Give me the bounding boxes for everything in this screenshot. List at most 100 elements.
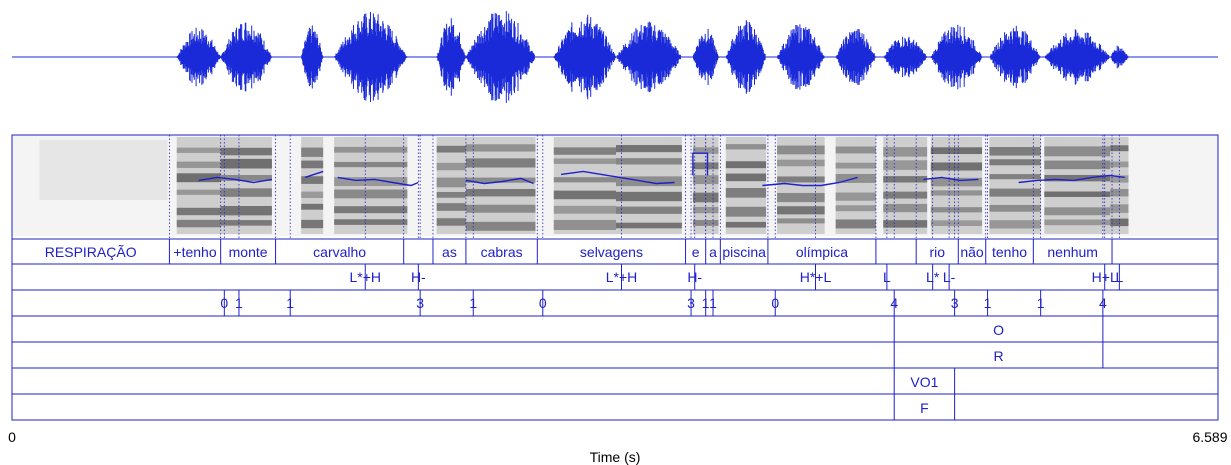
spectrogram-formant (220, 147, 272, 156)
spectrogram-formant (835, 205, 876, 212)
break-label: 1 (709, 295, 717, 311)
spectrogram-formant (465, 221, 536, 231)
word-label: carvalho (313, 244, 366, 260)
pitch-segment (1018, 174, 1125, 184)
spectrogram-voiced-region (334, 137, 408, 234)
word-label: RESPIRAÇÃO (45, 244, 137, 260)
spectrogram-formant (930, 162, 983, 171)
spectrogram-formant (436, 191, 466, 198)
pitch-segment (198, 176, 273, 184)
break-label: 4 (890, 295, 898, 311)
spectrogram-formant (436, 162, 466, 171)
waveform-trace (176, 11, 1129, 103)
spectrogram-formant (616, 191, 682, 202)
spectrogram-formant (465, 177, 536, 183)
spectrogram-formant (883, 176, 928, 183)
spectrogram-formant (176, 161, 221, 168)
spectrogram-formant (616, 222, 682, 229)
spectrogram-formant (616, 145, 682, 153)
spectrogram-formant (777, 192, 825, 203)
spectrogram-formant (777, 159, 825, 167)
spectrogram-formant (465, 189, 536, 197)
word-label: a (709, 244, 717, 260)
spectrogram-formant (725, 161, 767, 169)
spectrogram-formant (777, 176, 825, 183)
spectrogram-formant (1044, 207, 1111, 216)
spectrogram-formant (1044, 219, 1111, 226)
spectrogram-voiced-region (883, 137, 928, 234)
spectrogram-formant (725, 188, 767, 198)
spectrogram-formant (777, 206, 825, 215)
spectrogram-formant (553, 177, 617, 183)
spectrogram-formant (334, 219, 408, 225)
spectrogram-formant (692, 147, 719, 154)
spectrogram-formant (989, 188, 1041, 197)
spectrogram-formant (436, 203, 466, 211)
tone-label: L (883, 269, 891, 285)
spectrogram-formant (725, 173, 767, 182)
spectrogram-formant (616, 206, 682, 214)
spectrogram-formant (553, 147, 617, 155)
spectrogram-breath (39, 140, 168, 200)
spectrogram-formant (930, 147, 983, 155)
spectrogram-formant (777, 218, 825, 224)
spectrogram-formant (835, 146, 876, 154)
word-label: as (442, 244, 457, 260)
tier6-label: VO1 (910, 374, 938, 390)
spectrogram-formant (692, 162, 719, 170)
pitch-segment (304, 170, 324, 179)
spectrogram-formant (176, 147, 221, 153)
break-label: 3 (416, 295, 424, 311)
word-label: rio (929, 244, 945, 260)
spectrogram-voiced-region (465, 137, 536, 234)
spectrogram-formant (553, 205, 617, 214)
tone-label: L (1115, 269, 1123, 285)
spectrogram-voiced-region (436, 137, 466, 234)
spectrogram-formant (436, 218, 466, 226)
spectrogram-formant (1044, 174, 1111, 182)
spectrogram-voiced-region (1044, 137, 1111, 234)
spectrogram-voiced-region (616, 137, 682, 234)
spectrogram-formant (725, 206, 767, 217)
spectrogram-formant (436, 145, 466, 153)
time-axis-title: Time (s) (590, 449, 641, 465)
tone-label: H- (411, 269, 426, 285)
spectrogram-formant (616, 176, 682, 187)
spectrogram-formant (1110, 175, 1129, 183)
word-label: olímpica (796, 244, 848, 260)
spectrogram-formant (220, 158, 272, 169)
word-label: cabras (481, 244, 523, 260)
spectrogram-formant (553, 190, 617, 200)
spectrogram-voiced-region (835, 137, 876, 234)
spectrogram-formant (835, 162, 876, 169)
spectrogram-formant (176, 219, 221, 228)
spectrogram-formant (334, 177, 408, 187)
tone-label: L- (943, 269, 956, 285)
spectrogram-formant (930, 177, 983, 187)
word-label: nenhum (1047, 244, 1098, 260)
spectrogram-formant (465, 204, 536, 213)
spectrogram-formant (220, 174, 272, 181)
spectrogram-formant (301, 160, 324, 169)
break-label: 1 (235, 295, 243, 311)
spectrogram-formant (989, 159, 1041, 166)
spectrogram-formant (930, 190, 983, 196)
spectrogram-formant (725, 221, 767, 228)
pitch-contour (198, 152, 1125, 187)
break-label: 1 (702, 295, 710, 311)
spectrogram-formant (176, 189, 221, 195)
tier-frames (11, 134, 1219, 421)
spectrogram-formant (176, 207, 221, 216)
spectrogram-formant (334, 146, 408, 153)
word-label: +tenho (173, 244, 216, 260)
spectrogram-formant (1110, 188, 1129, 197)
spectrogram-formant (301, 203, 324, 210)
spectrogram-formant (692, 206, 719, 214)
pitch-segment (337, 176, 419, 187)
spectrogram-formant (334, 206, 408, 214)
spectrogram-formant (616, 158, 682, 165)
spectrogram-formant (725, 144, 767, 150)
spectrogram-formant (301, 219, 324, 229)
pitch-segment (692, 152, 709, 176)
